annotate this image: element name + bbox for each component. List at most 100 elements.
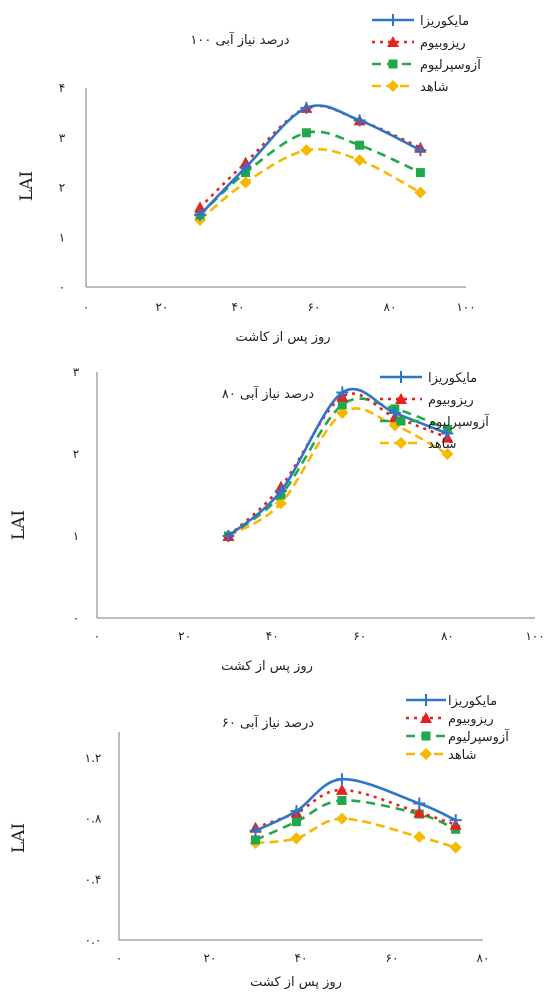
chart-3-y-tick-label: ۰.۰ <box>85 933 102 947</box>
chart-3-data-point <box>249 824 262 837</box>
chart-2-data-point <box>441 448 454 460</box>
chart-1-x-tick-label: ۴۰ <box>232 300 245 314</box>
legend-entry-label: شاهد <box>420 80 449 95</box>
chart-1-data-point <box>300 101 313 114</box>
chart-1-y-tick-label: ۴ <box>59 81 65 95</box>
chart-3-data-point <box>413 806 426 818</box>
chart-3-x-tick-label: ۰ <box>116 951 122 965</box>
chart-1-title: ۱۰۰ درصد نیاز آبی <box>190 31 289 48</box>
legend-marker <box>388 59 398 69</box>
legend-entry-label: آزوسپرلیوم <box>420 56 482 73</box>
chart-2-data-point <box>336 407 349 419</box>
legend-marker <box>396 416 406 426</box>
legend-marker <box>387 14 399 26</box>
chart-1-x-tick-label: ۸۰ <box>384 300 397 314</box>
legend-entry-label: مایکوریزا <box>420 14 469 29</box>
chart-3-x-tick-label: ۸۰ <box>477 951 490 965</box>
chart-1-x-tick-label: ۲۰ <box>156 300 169 314</box>
chart-1-data-point <box>355 140 365 150</box>
chart-1-data-point <box>194 208 206 221</box>
chart-1-y-tick-label: ۲ <box>59 181 65 195</box>
legend-marker <box>421 731 431 741</box>
chart-1-data-point <box>301 128 311 138</box>
chart-3-data-point <box>413 830 426 843</box>
chart-3-y-axis-label: LAI <box>9 823 29 853</box>
chart-2-y-tick-label: ۲ <box>73 447 79 461</box>
chart-3-data-point <box>449 841 462 854</box>
chart-2-data-point <box>337 400 347 410</box>
chart-2-y-tick-label: ۳ <box>73 365 80 379</box>
chart-2-y-axis-label: LAI <box>9 510 29 540</box>
chart-3-data-point <box>290 832 303 845</box>
chart-1-series-line <box>199 147 422 221</box>
chart-3-data-point <box>290 805 303 818</box>
chart-3-y-tick-label: ۰.۴ <box>85 872 102 886</box>
chart-3-series-line <box>255 788 457 829</box>
legend-marker <box>420 748 432 760</box>
legend-marker <box>395 371 407 383</box>
legend-entry-label: مایکوریزا <box>428 371 477 386</box>
chart-panel-3: ۶۰ درصد نیاز آبی LAI روز پس از کشت ۰ ۲۰ ۴۰… <box>9 694 510 990</box>
chart-1-data-point <box>415 168 425 178</box>
chart-1-y-tick-label: ۰ <box>59 280 65 294</box>
chart-1-data-point <box>239 161 252 174</box>
legend-marker <box>387 80 399 92</box>
chart-3-series-line <box>255 817 457 849</box>
chart-2-title: ۸۰ درصد نیاز آبی <box>222 385 314 402</box>
chart-1-x-tick-label: ۰ <box>83 300 89 314</box>
chart-1-series-line <box>199 104 421 216</box>
chart-2-series-line <box>227 392 448 537</box>
chart-1-data-point <box>300 144 313 157</box>
chart-2-series-line <box>227 397 448 538</box>
legend-marker <box>420 694 432 706</box>
chart-1-x-axis-label: روز پس از کاشت <box>235 330 330 345</box>
chart-1-data-point <box>194 201 206 213</box>
chart-2-y-tick-label: ۰ <box>73 611 79 625</box>
chart-1-y-tick-label: ۳ <box>59 131 66 145</box>
chart-3-x-tick-label: ۲۰ <box>204 951 217 965</box>
chart-1-data-point <box>353 114 366 127</box>
chart-2-x-tick-label: ۱۰۰ <box>525 629 544 643</box>
chart-3-data-point <box>251 835 260 845</box>
chart-1-y-tick-label: ۱ <box>59 230 65 244</box>
chart-2-series-line <box>227 387 448 538</box>
chart-1-x-tick-label: ۶۰ <box>308 300 321 314</box>
legend-marker <box>387 36 399 47</box>
legend-entry-label: شاهد <box>428 437 457 452</box>
chart-3-x-axis-label: روز پس از کشت <box>250 975 342 990</box>
legend-marker <box>395 437 407 449</box>
chart-3-data-point <box>449 814 462 827</box>
chart-2-x-tick-label: ۶۰ <box>353 629 366 643</box>
chart-2-x-tick-label: ۲۰ <box>178 629 191 643</box>
chart-3-data-point <box>291 817 301 827</box>
legend-marker <box>395 393 407 404</box>
chart-1-y-axis-label: LAI <box>17 171 37 201</box>
chart-2-data-point <box>388 407 401 419</box>
legend-entry-label: مایکوریزا <box>448 694 497 709</box>
chart-panel-1: ۱۰۰ درصد نیاز آبی LAI روز پس از کاشت ۰ ۲۰… <box>17 14 482 345</box>
chart-1-data-point <box>414 186 427 199</box>
chart-3-x-tick-label: ۴۰ <box>295 951 308 965</box>
chart-3-series-line <box>254 777 457 832</box>
chart-3-data-point <box>335 783 348 795</box>
chart-1-data-point <box>239 176 252 189</box>
chart-3-title: ۶۰ درصد نیاز آبی <box>222 714 314 731</box>
chart-3-x-tick-label: ۶۰ <box>386 951 399 965</box>
legend-entry-label: آزوسپرلیوم <box>448 728 510 745</box>
legend-entry-label: ریزوبیوم <box>448 712 494 727</box>
chart-2-x-tick-label: ۰ <box>94 629 100 643</box>
chart-1-data-point <box>353 154 366 167</box>
chart-3-y-tick-label: ۱.۲ <box>85 751 102 765</box>
chart-3-data-point <box>335 812 348 825</box>
chart-2-x-axis-label: روز پس از کشت <box>221 659 313 674</box>
legend-entry-label: آزوسپرلیوم <box>428 413 490 430</box>
legend-marker <box>420 712 432 723</box>
chart-3-data-point <box>335 773 348 786</box>
legend-entry-label: ریزوبیوم <box>420 36 466 51</box>
chart-2-data-point <box>274 484 287 497</box>
chart-2-x-tick-label: ۸۰ <box>441 629 454 643</box>
chart-3-y-tick-label: ۰.۸ <box>85 812 102 826</box>
chart-1-data-point <box>414 144 427 157</box>
chart-2-data-point <box>336 386 349 399</box>
